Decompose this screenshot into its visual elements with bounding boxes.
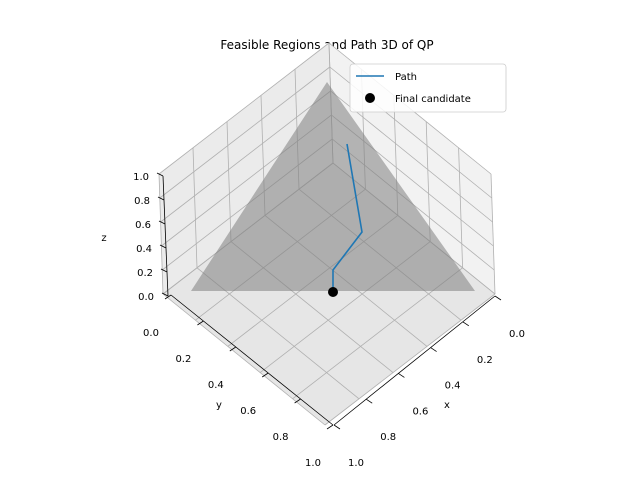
yz-pane [159, 43, 333, 294]
x-tick-label: 1.0 [348, 458, 364, 469]
grid-line [324, 293, 496, 426]
z-tick-label: 0.8 [134, 196, 150, 207]
x-axis-edge [333, 295, 496, 426]
legend: Path Final candidate [349, 63, 507, 113]
y-tick-mark [197, 320, 204, 326]
x-tick-label: 0.4 [445, 381, 461, 392]
z-tick-mark [160, 268, 168, 273]
y-tick-label: 0.4 [208, 380, 224, 391]
grid-line [158, 173, 164, 295]
y-tick-mark [164, 294, 172, 300]
z-tick-mark [156, 172, 164, 177]
z-tick-label: 0.4 [136, 244, 152, 255]
x-tick-mark [365, 398, 373, 404]
z-tick-mark [157, 196, 165, 201]
grid-line [425, 121, 431, 242]
y-tick-mark [261, 372, 269, 378]
legend-path-label: Path [395, 72, 417, 83]
y-tick-label: 0.8 [273, 432, 289, 443]
final-candidate-point [328, 287, 338, 297]
legend-final-swatch [365, 93, 375, 103]
grid-line [330, 90, 493, 223]
x-axis-label: x [444, 400, 450, 411]
z-axis-label: z [101, 233, 106, 244]
grid-line [162, 293, 326, 426]
grid-line [160, 90, 331, 223]
y-axis-edge [170, 294, 334, 426]
x-tick-mark [430, 347, 437, 352]
x-tick-label: 0.2 [477, 355, 493, 366]
grid-line [158, 42, 330, 175]
z-tick-label: 0.6 [135, 220, 151, 231]
x-tick-mark [333, 424, 341, 430]
z-axis-edge [162, 175, 169, 297]
z-tick-label: 1.0 [133, 172, 149, 183]
z-tick-mark [161, 292, 169, 297]
x-tick-mark [398, 373, 405, 378]
legend-box [349, 63, 507, 113]
x-tick-label: 0.0 [509, 329, 525, 340]
feasible-region [191, 82, 475, 291]
y-tick-mark [229, 346, 237, 352]
x-tick-mark [494, 295, 502, 301]
grid-line [226, 121, 232, 242]
feasible-triangle [191, 82, 475, 291]
y-tick-label: 0.0 [143, 328, 159, 339]
grid-line [192, 147, 198, 268]
x-tick-label: 0.6 [412, 406, 428, 417]
grid-line [458, 147, 463, 268]
grid-line [490, 173, 496, 295]
y-tick-mark [326, 424, 334, 430]
x-tick-label: 0.8 [380, 432, 396, 443]
path-line [332, 143, 363, 292]
z-tick-mark [159, 244, 167, 249]
z-tick-mark [158, 220, 166, 225]
axis-ticks: 0.0 0.0 0.0 0.2 0.2 0.2 0.4 0.4 0.4 0.6 0.6 0.6 0.8 0… [133, 172, 525, 469]
y-tick-label: 0.6 [240, 406, 256, 417]
legend-final-label: Final candidate [395, 94, 471, 105]
x-tick-mark [462, 321, 470, 327]
grid-line [159, 66, 331, 199]
z-tick-label: 0.2 [137, 268, 153, 279]
y-tick-label: 0.2 [175, 354, 191, 365]
y-tick-label: 1.0 [305, 458, 321, 469]
y-axis-label: y [216, 400, 222, 411]
z-tick-label: 0.0 [138, 292, 154, 303]
y-tick-mark [294, 398, 301, 404]
data-series [328, 143, 363, 297]
